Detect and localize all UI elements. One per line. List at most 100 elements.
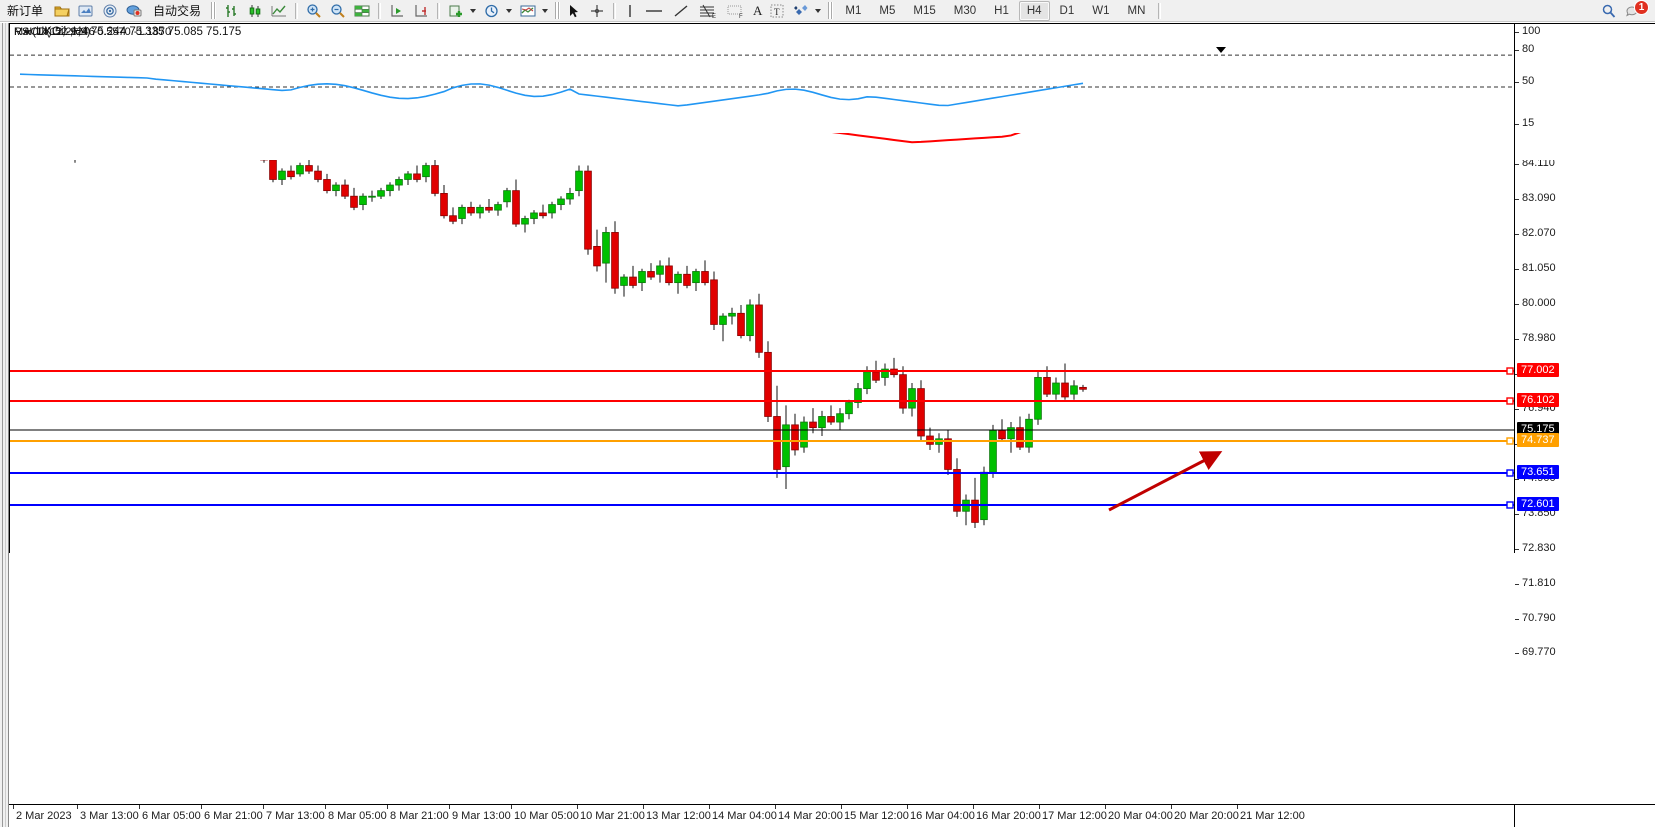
toolbar-grip[interactable] [828,2,834,19]
price-badge-support-1[interactable]: 73.651 [1517,465,1559,479]
time-tick [1105,805,1106,809]
time-tick-label: 16 Mar 04:00 [910,810,975,822]
collapse-arrow-icon[interactable] [1216,47,1226,53]
time-tick [1039,805,1040,809]
add-indicator-icon[interactable] [444,1,468,21]
candlestick-series [16,65,1087,529]
alerts-icon[interactable]: 1 [1621,0,1649,21]
trendline-icon[interactable] [668,1,694,21]
toolbar-grip[interactable] [555,2,561,19]
time-tick-label: 14 Mar 04:00 [712,810,777,822]
fibonacci-icon[interactable]: E [694,1,722,21]
time-tick-label: 7 Mar 13:00 [266,810,325,822]
svg-text:F: F [739,14,743,19]
time-tick-label: 13 Mar 12:00 [646,810,711,822]
text-label-icon[interactable]: T [765,1,789,21]
rsi_scale-tick-label: 80 [1522,43,1535,55]
timeframe-w1[interactable]: W1 [1092,4,1110,17]
price-tick-label: 70.790 [1522,612,1556,624]
price-badge-resistance-1[interactable]: 76.102 [1517,393,1559,407]
timeframe-h4[interactable]: H4 [1018,0,1050,21]
time-tick-label: 20 Mar 20:00 [1174,810,1239,822]
chart-window[interactable]: UKOil-,H4 75.244 75.335 75.085 75.175 MA… [0,23,1655,827]
zoom-out-icon[interactable] [326,1,350,21]
new-order-button[interactable]: 新订单 [0,1,50,21]
auto-trading-label: 自动交易 [153,4,202,18]
chevron-down-icon[interactable] [470,8,477,13]
timeframe-h1[interactable]: H1 [994,4,1009,17]
auto-trading-button[interactable]: 自动交易 [146,1,208,21]
timeframe-group: M1 M5 M15 M30 H1 H4 D1 W1 MN [836,0,1154,21]
text-icon[interactable]: A [753,2,763,18]
search-icon[interactable] [1597,1,1621,21]
time-tick-label: 14 Mar 20:00 [778,810,843,822]
rsi-scale[interactable]: 100 80 50 15 [1514,23,1655,133]
time-tick [325,805,326,809]
profiles-icon[interactable] [74,1,98,21]
axis-corner [1514,804,1655,827]
horizontal-line-icon[interactable] [640,1,668,21]
time-tick-label: 8 Mar 21:00 [390,810,449,822]
chart-shift-icon[interactable] [409,1,433,21]
crosshair-icon[interactable] [585,1,609,21]
toolbar-separator [295,2,299,19]
time-tick [577,805,578,809]
price-badge-support-2[interactable]: 72.601 [1517,497,1559,511]
time-tick [13,805,14,809]
market-watch-icon[interactable] [98,1,122,21]
rsi_scale-tick-label: 100 [1522,25,1541,37]
auto-scroll-icon[interactable] [385,1,409,21]
rsi-label: RSI(14) 52.9246 [14,26,95,38]
bar-chart-icon[interactable] [219,1,243,21]
time-tick [973,805,974,809]
time-tick-label: 9 Mar 13:00 [452,810,511,822]
toolbar-separator [1158,2,1162,19]
timeframe-m30[interactable]: M30 [953,4,977,17]
price-badge-current-price[interactable]: 75.175 [1517,422,1559,436]
price-tick-label: 83.090 [1522,192,1556,204]
price-badge-resistance-2[interactable]: 77.002 [1517,363,1559,377]
templates-icon[interactable] [516,1,540,21]
vertical-line-icon[interactable] [620,1,640,21]
bullish-arrow-annotation[interactable] [10,24,1515,554]
toolbar-separator [613,2,617,19]
timeframe-m5[interactable]: M5 [879,4,896,17]
price-tick-label: 71.810 [1522,577,1556,589]
equidistant-channel-icon[interactable]: F [722,1,750,21]
time-tick-label: 21 Mar 12:00 [1240,810,1305,822]
chevron-down-icon[interactable] [506,8,513,13]
time-tick-label: 10 Mar 05:00 [514,810,579,822]
timeframe-d1[interactable]: D1 [1059,4,1075,17]
folder-icon[interactable] [50,1,74,21]
time-tick [907,805,908,809]
data-window-icon[interactable] [122,1,146,21]
price-tick-label: 72.830 [1522,542,1556,554]
svg-text:E: E [712,14,716,19]
time-tick [709,805,710,809]
new-order-label: 新订单 [7,4,44,18]
price-badge-pending-order[interactable]: 74.737 [1517,433,1559,447]
price-tick-label: 84.110 [1522,157,1555,169]
candlestick-chart-icon[interactable] [243,1,267,21]
line-chart-icon[interactable] [267,1,291,21]
toolbar-grip[interactable] [211,2,217,19]
cursor-icon[interactable] [563,1,585,21]
zoom-in-icon[interactable] [302,1,326,21]
price-tick-label: 82.070 [1522,227,1556,239]
time-axis[interactable]: 2 Mar 2023 3 Mar 13:00 6 Mar 05:00 6 Mar 21… [9,804,1514,827]
toolbar-separator [437,2,441,19]
period-clock-icon[interactable] [480,1,504,21]
rsi-pane[interactable]: RSI(14) 52.9246 [9,23,1515,133]
time-tick [511,805,512,809]
timeframe-mn[interactable]: MN [1127,4,1146,17]
timeframe-m1[interactable]: M1 [845,4,862,17]
price-levels-layer[interactable] [10,24,1515,554]
chevron-down-icon[interactable] [542,8,549,13]
shapes-icon[interactable] [789,1,813,21]
time-tick [1171,805,1172,809]
timeframe-m15[interactable]: M15 [913,4,936,17]
chevron-down-icon[interactable] [815,8,822,13]
chart-left-rail [0,23,9,827]
grid-icon[interactable] [350,1,374,21]
chevron-down-icon[interactable] [23,29,31,35]
